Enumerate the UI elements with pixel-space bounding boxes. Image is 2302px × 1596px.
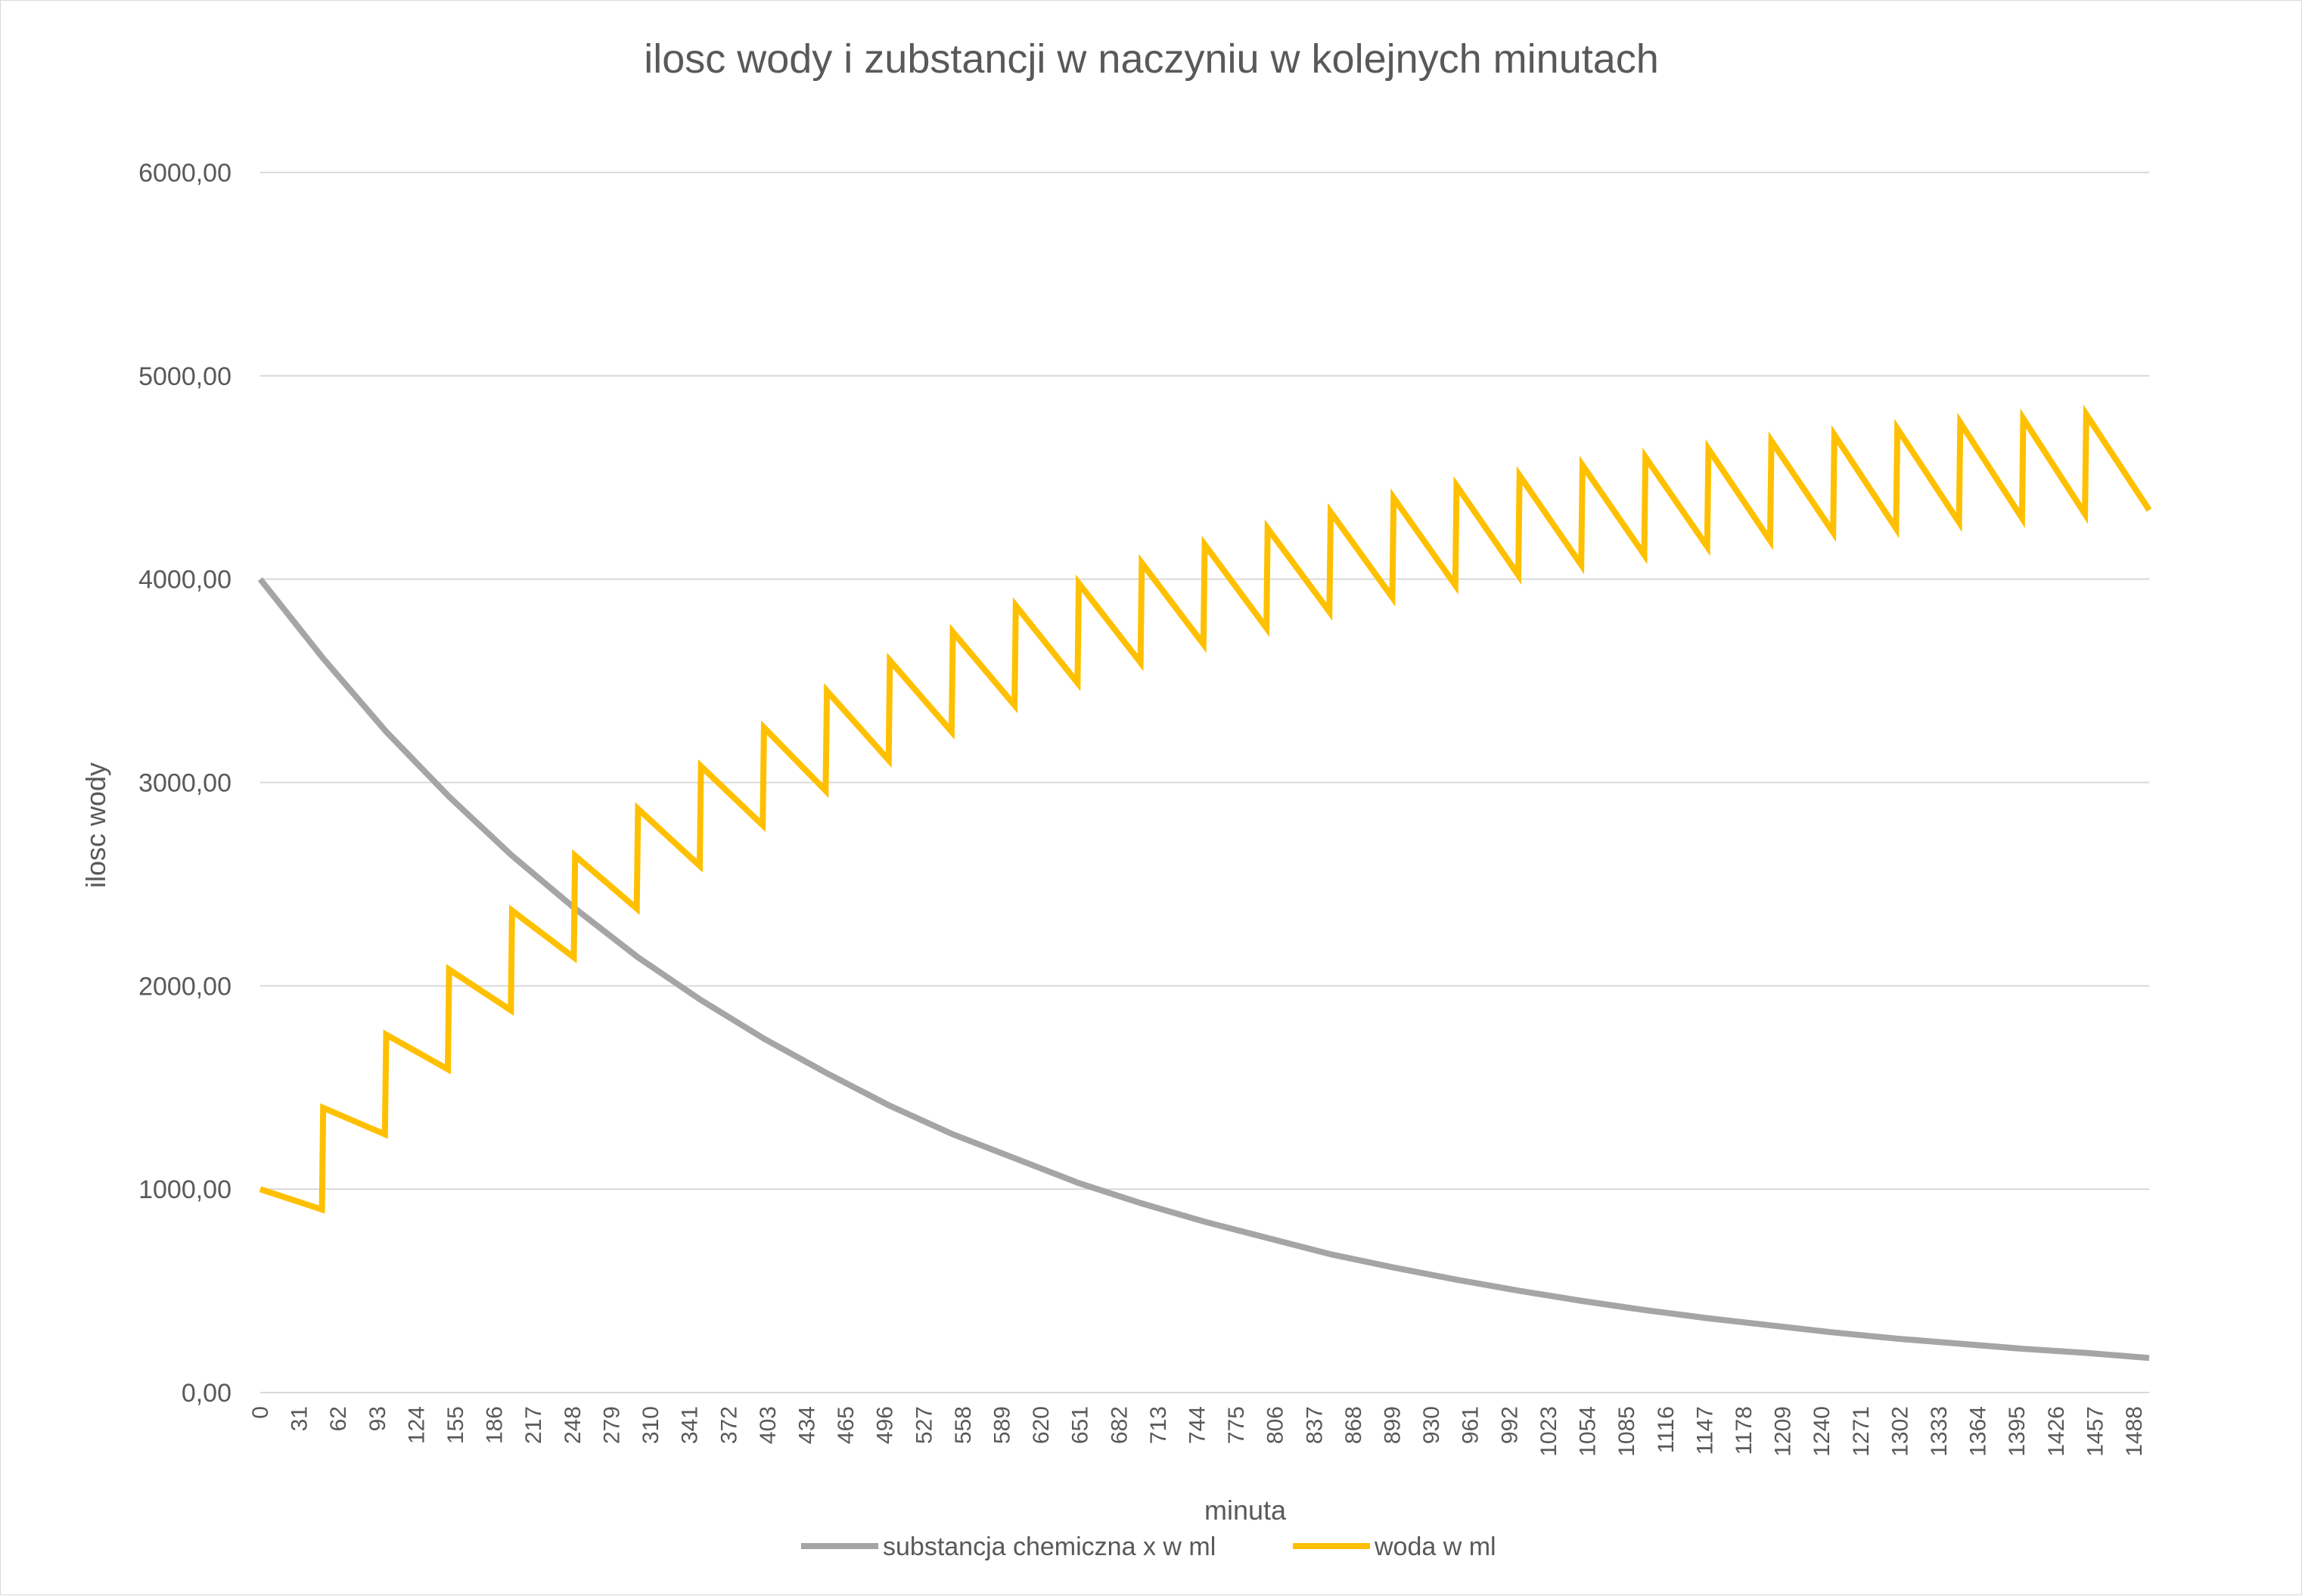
y-axis-title: ilosc wody bbox=[80, 762, 111, 888]
x-tick-label: 837 bbox=[1302, 1406, 1327, 1444]
x-tick-label: 775 bbox=[1224, 1406, 1249, 1444]
x-tick-label: 93 bbox=[365, 1406, 390, 1431]
x-tick-label: 248 bbox=[561, 1406, 586, 1444]
x-tick-label: 930 bbox=[1419, 1406, 1444, 1444]
series-lines bbox=[257, 404, 2152, 1362]
y-axis-ticks: 0,00 1000,00 2000,00 3000,00 4000,00 5000,00 6… bbox=[138, 159, 231, 1408]
x-tick-label: 1240 bbox=[1810, 1406, 1834, 1457]
x-tick-label: 62 bbox=[326, 1406, 351, 1431]
legend: substancja chemiczna x w ml woda w ml bbox=[801, 1532, 1496, 1561]
x-tick-label: 403 bbox=[756, 1406, 781, 1444]
y-tick-label: 3000,00 bbox=[138, 769, 231, 798]
y-tick-label: 5000,00 bbox=[138, 362, 231, 391]
x-tick-label: 1364 bbox=[1966, 1406, 1991, 1457]
x-tick-label: 1178 bbox=[1732, 1406, 1757, 1455]
x-tick-label: 899 bbox=[1381, 1406, 1406, 1444]
series-line-1 bbox=[257, 577, 2150, 1362]
x-tick-label: 1457 bbox=[2083, 1406, 2108, 1457]
x-tick-label: 496 bbox=[873, 1406, 898, 1444]
x-tick-label: 279 bbox=[599, 1406, 624, 1444]
x-tick-label: 1333 bbox=[1927, 1406, 1952, 1457]
x-tick-label: 434 bbox=[794, 1406, 819, 1444]
x-tick-label: 341 bbox=[678, 1406, 703, 1444]
y-tick-label: 4000,00 bbox=[138, 566, 231, 595]
x-tick-label: 527 bbox=[912, 1406, 937, 1444]
y-tick-label: 2000,00 bbox=[138, 972, 231, 1001]
x-tick-label: 992 bbox=[1497, 1406, 1522, 1444]
x-tick-label: 961 bbox=[1459, 1406, 1483, 1444]
y-tick-label: 1000,00 bbox=[138, 1175, 231, 1204]
x-tick-label: 217 bbox=[521, 1406, 546, 1444]
chart-title: ilosc wody i zubstancji w naczyniu w kol… bbox=[644, 36, 1659, 82]
x-tick-label: 124 bbox=[404, 1406, 429, 1444]
x-tick-label: 1023 bbox=[1536, 1406, 1561, 1457]
x-tick-label: 744 bbox=[1185, 1406, 1210, 1444]
x-tick-label: 1395 bbox=[2005, 1406, 2030, 1457]
x-tick-label: 589 bbox=[989, 1406, 1014, 1444]
x-tick-label: 372 bbox=[716, 1406, 741, 1444]
x-tick-label: 31 bbox=[287, 1406, 312, 1431]
x-tick-label: 1209 bbox=[1771, 1406, 1796, 1457]
x-axis-title: minuta bbox=[1204, 1495, 1287, 1526]
legend-label-1: substancja chemiczna x w ml bbox=[883, 1532, 1216, 1561]
x-tick-label: 1426 bbox=[2044, 1406, 2069, 1457]
x-tick-label: 651 bbox=[1068, 1406, 1093, 1444]
x-tick-label: 465 bbox=[834, 1406, 859, 1444]
x-tick-label: 1302 bbox=[1887, 1406, 1912, 1457]
x-tick-label: 186 bbox=[483, 1406, 508, 1444]
x-tick-label: 558 bbox=[951, 1406, 976, 1444]
x-tick-label: 1147 bbox=[1692, 1406, 1717, 1455]
x-tick-label: 310 bbox=[638, 1406, 663, 1444]
x-tick-label: 1271 bbox=[1849, 1406, 1874, 1457]
y-tick-label: 6000,00 bbox=[138, 159, 231, 188]
x-tick-label: 1085 bbox=[1614, 1406, 1639, 1457]
x-tick-label: 682 bbox=[1107, 1406, 1132, 1444]
x-tick-label: 155 bbox=[443, 1406, 468, 1444]
y-tick-label: 0,00 bbox=[182, 1379, 231, 1408]
x-tick-label: 713 bbox=[1146, 1406, 1171, 1444]
legend-label-2: woda w ml bbox=[1374, 1532, 1496, 1561]
x-tick-label: 620 bbox=[1029, 1406, 1054, 1444]
x-tick-label: 806 bbox=[1263, 1406, 1288, 1444]
x-tick-label: 1488 bbox=[2122, 1406, 2147, 1457]
x-tick-label: 1116 bbox=[1654, 1406, 1679, 1453]
x-tick-label: 1054 bbox=[1576, 1406, 1601, 1457]
x-axis-ticks: 0 31 62 93 124 155 186 217 248 279 310 341 372 403 434… bbox=[248, 1406, 2147, 1457]
gridlines bbox=[260, 172, 2149, 1191]
series-line-2 bbox=[259, 404, 2152, 1214]
x-tick-label: 0 bbox=[248, 1406, 273, 1419]
x-tick-label: 868 bbox=[1341, 1406, 1366, 1444]
